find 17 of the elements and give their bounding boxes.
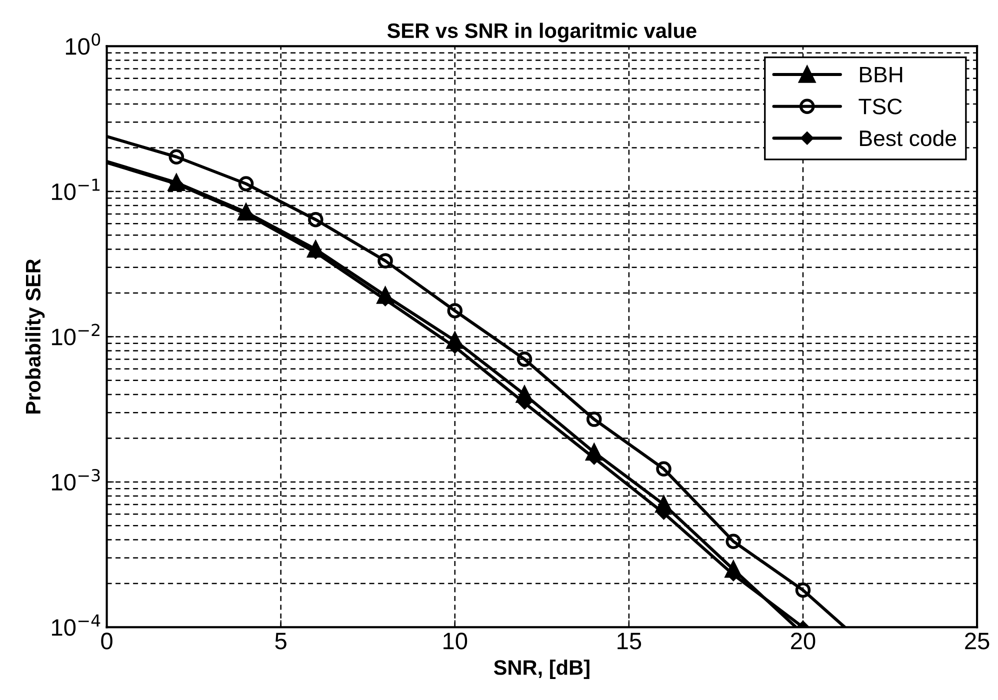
x-tick-label: 25 bbox=[965, 632, 990, 650]
legend-label: Best code bbox=[860, 130, 956, 146]
legend-label: TSC bbox=[858, 98, 902, 114]
chart-title: SER vs SNR in logaritmic value bbox=[387, 22, 696, 42]
y-tick-label: 10$^{−3}$ bbox=[52, 469, 100, 491]
x-tick-label: 5 bbox=[275, 632, 286, 650]
y-tick-label: 10$^{−2}$ bbox=[52, 324, 100, 346]
x-tick-label: 20 bbox=[791, 632, 816, 650]
x-tick-label: 10 bbox=[444, 632, 468, 650]
y-tick-label: 10$^{0}$ bbox=[66, 33, 100, 55]
x-tick-label: 0 bbox=[101, 632, 112, 650]
y-tick-label: 10$^{−1}$ bbox=[52, 178, 100, 200]
x-tick-label: 15 bbox=[618, 632, 642, 650]
y-tick-label: 10$^{−4}$ bbox=[52, 614, 100, 636]
x-axis-title: SNR, [dB] bbox=[494, 660, 590, 680]
y-axis-title: Probability SER bbox=[25, 258, 45, 414]
legend-label: BBH bbox=[860, 67, 902, 82]
